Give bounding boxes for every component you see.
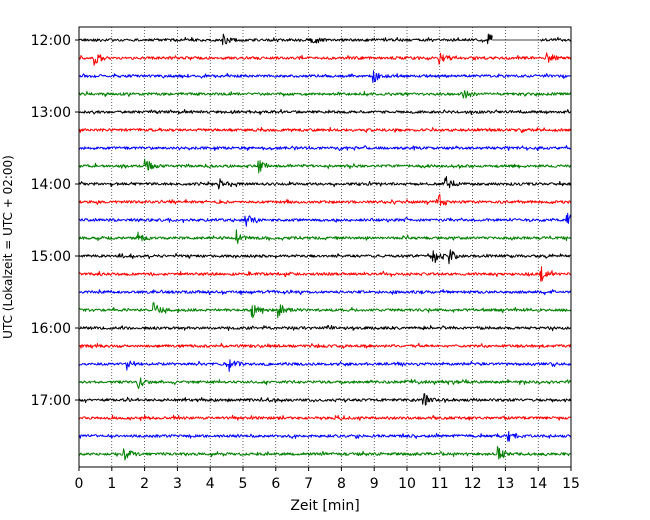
x-tick-label: 1 bbox=[107, 476, 116, 492]
y-tick-label: 16:00 bbox=[31, 321, 71, 337]
trace-1430 bbox=[78, 212, 572, 227]
x-tick-label: 11 bbox=[431, 476, 449, 492]
trace-1415 bbox=[78, 193, 572, 207]
trace-1215 bbox=[78, 52, 572, 66]
y-axis-ticks: 12:00 13:00 14:00 15:00 16:00 17:00 bbox=[31, 33, 79, 409]
trace-1230 bbox=[78, 70, 572, 83]
vertical-grid bbox=[111, 27, 539, 467]
x-tick-label: 14 bbox=[529, 476, 547, 492]
trace-1730 bbox=[78, 431, 572, 442]
trace-1630 bbox=[78, 359, 572, 372]
x-axis-ticks: 0 1 2 3 4 5 6 7 8 9 10 11 12 13 14 15 bbox=[75, 467, 580, 492]
x-tick-label: 2 bbox=[140, 476, 149, 492]
trace-1200 bbox=[78, 33, 572, 46]
y-tick-label: 13:00 bbox=[31, 105, 71, 121]
x-tick-label: 3 bbox=[173, 476, 182, 492]
x-tick-label: 9 bbox=[370, 476, 379, 492]
x-tick-label: 4 bbox=[206, 476, 215, 492]
trace-1600 bbox=[78, 324, 572, 332]
y-tick-label: 15:00 bbox=[31, 249, 71, 265]
x-tick-label: 13 bbox=[496, 476, 514, 492]
y-tick-label: 17:00 bbox=[31, 393, 71, 409]
trace-1500 bbox=[78, 249, 572, 265]
trace-1445 bbox=[78, 229, 572, 244]
trace-1615 bbox=[78, 342, 572, 349]
trace-1645 bbox=[78, 377, 572, 389]
trace-1245 bbox=[78, 90, 572, 99]
trace-1300 bbox=[78, 108, 572, 116]
x-tick-label: 7 bbox=[304, 476, 313, 492]
trace-1545 bbox=[78, 302, 572, 319]
trace-1330 bbox=[78, 145, 572, 152]
x-tick-label: 10 bbox=[398, 476, 416, 492]
trace-1530 bbox=[78, 289, 572, 296]
x-tick-label: 0 bbox=[75, 476, 84, 492]
trace-1345 bbox=[78, 158, 572, 174]
x-tick-label: 5 bbox=[239, 476, 248, 492]
x-tick-label: 15 bbox=[562, 476, 580, 492]
trace-1745 bbox=[78, 446, 572, 461]
trace-1515 bbox=[78, 266, 572, 282]
trace-1700 bbox=[79, 393, 572, 406]
x-tick-label: 8 bbox=[337, 476, 346, 492]
trace-1400 bbox=[78, 176, 572, 190]
trace-group bbox=[78, 33, 572, 461]
x-axis-title: Zeit [min] bbox=[290, 498, 359, 514]
y-tick-label: 14:00 bbox=[31, 177, 71, 193]
trace-1315 bbox=[78, 127, 572, 134]
y-axis-title: UTC (Lokalzeit = UTC + 02:00) bbox=[1, 155, 15, 339]
x-tick-label: 12 bbox=[464, 476, 482, 492]
trace-1715 bbox=[78, 414, 572, 422]
x-tick-label: 6 bbox=[271, 476, 280, 492]
plot-frame bbox=[78, 26, 572, 468]
y-tick-label: 12:00 bbox=[31, 33, 71, 49]
